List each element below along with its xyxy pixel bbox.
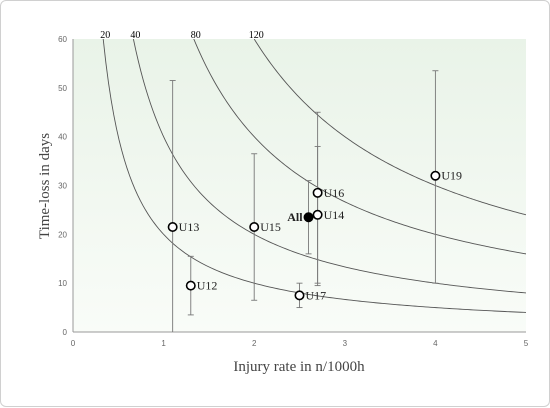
point-All xyxy=(303,212,314,223)
iso-curve-20 xyxy=(102,39,526,313)
y-tick-label: 20 xyxy=(58,230,67,239)
curve-label-80: 80 xyxy=(191,30,201,41)
point-label-U12: U12 xyxy=(197,279,218,293)
point-label-U16: U16 xyxy=(324,186,345,200)
y-tick-label: 10 xyxy=(58,279,67,288)
y-tick-label: 0 xyxy=(63,328,68,337)
y-tick-label: 30 xyxy=(58,182,67,191)
point-label-U19: U19 xyxy=(441,169,462,183)
point-U17 xyxy=(294,290,305,301)
curve-label-20: 20 xyxy=(100,30,110,41)
iso-curve-40 xyxy=(132,39,526,294)
y-tick-label: 60 xyxy=(58,35,67,44)
curve-label-120: 120 xyxy=(249,30,264,41)
iso-curve-120 xyxy=(253,39,526,216)
point-label-U14: U14 xyxy=(324,208,345,222)
x-tick-label: 4 xyxy=(433,339,438,348)
point-label-U13: U13 xyxy=(179,220,200,234)
point-label-U17: U17 xyxy=(306,288,327,302)
y-axis-title: Time-loss in days xyxy=(37,133,53,239)
x-tick-label: 1 xyxy=(161,339,166,348)
point-label-U15: U15 xyxy=(260,220,281,234)
point-U14 xyxy=(312,209,323,220)
point-U16 xyxy=(312,187,323,198)
point-U19 xyxy=(430,170,441,181)
curve-label-40: 40 xyxy=(130,30,140,41)
y-tick-label: 50 xyxy=(58,84,67,93)
point-U15 xyxy=(249,222,260,233)
x-tick-label: 5 xyxy=(524,339,529,348)
x-tick-label: 3 xyxy=(343,339,348,348)
x-axis-title: Injury rate in n/1000h xyxy=(233,359,365,375)
x-tick-label: 0 xyxy=(71,339,76,348)
y-tick-label: 40 xyxy=(58,133,67,142)
point-U12 xyxy=(185,280,196,291)
point-label-All: All xyxy=(287,210,303,224)
iso-curve-80 xyxy=(193,39,526,255)
point-U13 xyxy=(167,222,178,233)
x-tick-label: 2 xyxy=(252,339,257,348)
